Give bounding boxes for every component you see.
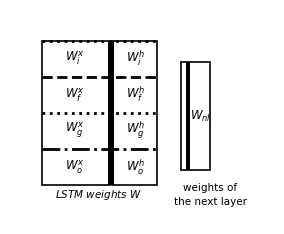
Text: $W_o^h$: $W_o^h$ [126,157,145,176]
Text: $W_o^x$: $W_o^x$ [65,158,85,176]
Bar [108,41,114,185]
Text: $W_i^x$: $W_i^x$ [65,50,85,67]
Text: $W_i^h$: $W_i^h$ [126,49,145,69]
Text: $W_{nl}$: $W_{nl}$ [189,109,211,124]
Text: $W_f^x$: $W_f^x$ [65,86,85,103]
Text: $W_g^x$: $W_g^x$ [65,121,85,140]
Text: weights of
the next layer: weights of the next layer [174,183,247,207]
Bar [181,62,210,170]
Text: $W_g^h$: $W_g^h$ [126,120,145,141]
Bar [186,62,190,170]
Text: LSTM weights $W$: LSTM weights $W$ [55,188,142,202]
Bar [42,41,156,185]
Text: $W_f^h$: $W_f^h$ [126,85,145,105]
